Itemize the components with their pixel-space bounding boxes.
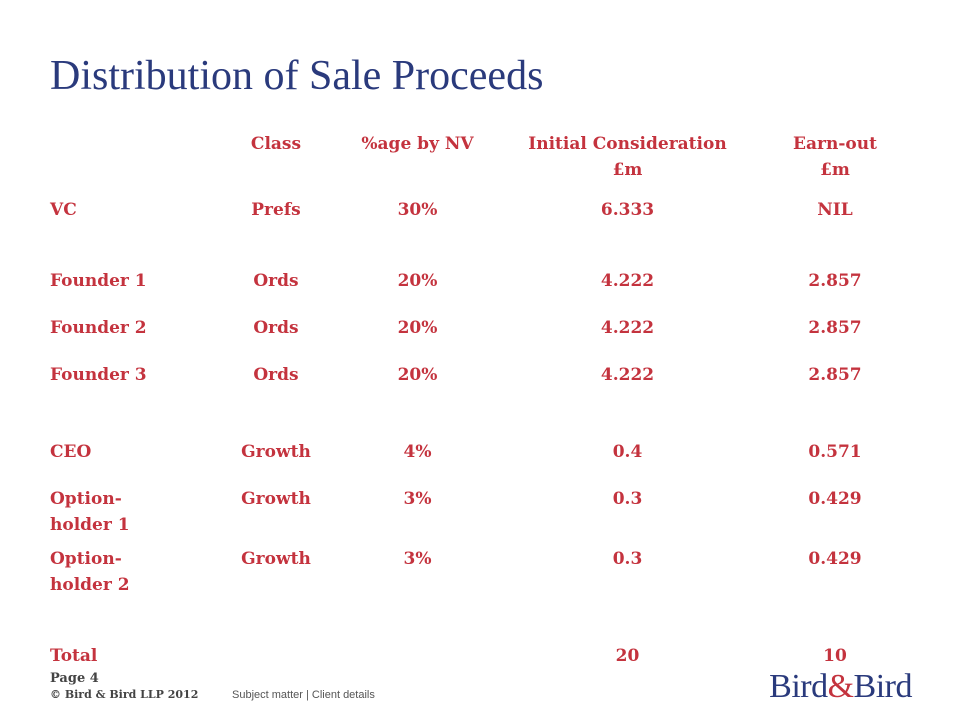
row-class: Ords bbox=[253, 318, 299, 338]
row-initial: 4.222 bbox=[600, 365, 655, 385]
row-earnout: NIL bbox=[817, 200, 853, 220]
copyright-notice: © Bird & Bird LLP 2012 bbox=[50, 688, 199, 701]
row-name: Option- holder 1 bbox=[50, 489, 130, 535]
page-title: Distribution of Sale Proceeds bbox=[50, 53, 544, 99]
row-earnout: 0.429 bbox=[808, 489, 862, 509]
row-initial: 0.3 bbox=[612, 489, 643, 509]
row-class: Ords bbox=[253, 365, 299, 385]
logo-right: Bird bbox=[853, 668, 913, 705]
total-earnout: 10 bbox=[823, 646, 847, 666]
bird-and-bird-logo: Bird&Bird bbox=[769, 668, 912, 706]
row-initial: 0.4 bbox=[612, 442, 643, 462]
row-pct: 3% bbox=[403, 489, 432, 509]
total-initial: 20 bbox=[615, 646, 640, 666]
row-pct: 20% bbox=[397, 271, 438, 291]
row-pct: 4% bbox=[403, 442, 432, 462]
row-name: Option- holder 2 bbox=[50, 549, 130, 595]
header-earn-out: Earn-out £m bbox=[793, 134, 877, 180]
row-class: Ords bbox=[253, 271, 299, 291]
row-earnout: 0.571 bbox=[808, 442, 862, 462]
row-class: Prefs bbox=[251, 200, 301, 220]
row-initial: 4.222 bbox=[600, 318, 655, 338]
row-initial: 0.3 bbox=[612, 549, 643, 569]
row-pct: 20% bbox=[397, 365, 438, 385]
row-class: Growth bbox=[241, 489, 311, 509]
row-class: Growth bbox=[241, 442, 311, 462]
row-class: Growth bbox=[241, 549, 311, 569]
row-earnout: 0.429 bbox=[808, 549, 862, 569]
row-earnout: 2.857 bbox=[808, 271, 862, 291]
row-name: CEO bbox=[50, 442, 92, 462]
row-initial: 6.333 bbox=[600, 200, 655, 220]
row-pct: 30% bbox=[397, 200, 438, 220]
row-earnout: 2.857 bbox=[808, 318, 862, 338]
row-name: Founder 1 bbox=[50, 271, 147, 291]
row-name: VC bbox=[50, 200, 77, 220]
page-number: Page 4 bbox=[50, 671, 99, 686]
subject-matter-label: Subject matter | Client details bbox=[232, 689, 375, 701]
header-class: Class bbox=[250, 134, 302, 154]
header-pct-by-nv: %age by NV bbox=[361, 134, 474, 154]
row-initial: 4.222 bbox=[600, 271, 655, 291]
header-initial-consideration: Initial Consideration £m bbox=[528, 134, 727, 180]
row-earnout: 2.857 bbox=[808, 365, 862, 385]
row-pct: 3% bbox=[403, 549, 432, 569]
row-pct: 20% bbox=[397, 318, 438, 338]
row-name: Founder 3 bbox=[50, 365, 147, 385]
total-label: Total bbox=[50, 646, 98, 666]
logo-left: Bird bbox=[769, 668, 828, 705]
logo-ampersand: & bbox=[827, 668, 854, 705]
row-name: Founder 2 bbox=[50, 318, 147, 338]
